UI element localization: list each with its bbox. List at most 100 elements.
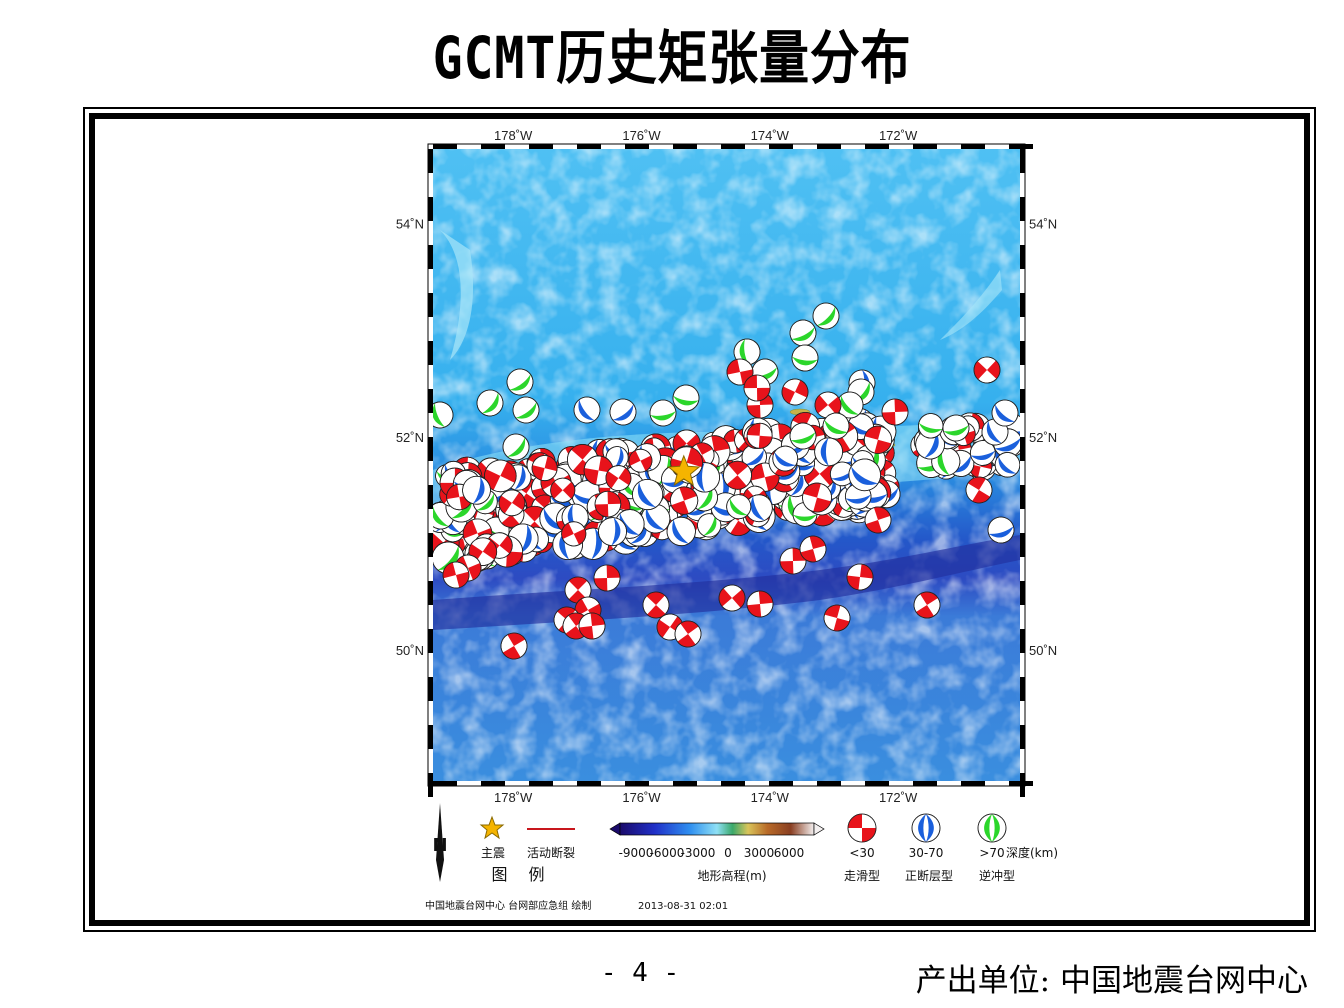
legend-depth-range-0: <30	[849, 846, 874, 860]
elevation-tick: 6000	[774, 846, 805, 860]
elevation-tick-labels: -9000-6000-3000 0 3000 6000	[619, 846, 805, 860]
lon-tick-label: 176˚W	[622, 128, 661, 143]
lon-tick-label: 178˚W	[494, 790, 533, 805]
beachball-icon	[609, 398, 637, 426]
beachball-icon	[723, 460, 752, 490]
lon-tick-label: 174˚W	[751, 790, 790, 805]
lat-tick-label: 50˚N	[396, 643, 424, 658]
elevation-colorbar	[609, 822, 825, 836]
legend-mainshock-label: 主震	[481, 846, 505, 860]
beachball-icon	[973, 356, 1001, 384]
beachball-icon	[506, 368, 534, 396]
beachball-icon	[743, 374, 771, 402]
beachball-icon	[674, 620, 702, 648]
beachball-icon	[672, 384, 700, 412]
beachball-icon	[994, 452, 1020, 478]
lat-tick-label: 54˚N	[396, 217, 424, 232]
beachball-icon	[593, 564, 621, 592]
north-arrow-icon: N	[432, 803, 448, 882]
beachball-icon	[666, 516, 696, 547]
beachball-icon	[433, 401, 454, 429]
credit-org: 中国地震台网中心 台网部应急组 绘制	[425, 899, 591, 912]
beachball-icon	[598, 517, 627, 547]
beachball-icon	[462, 475, 491, 505]
beachball-icon	[718, 584, 746, 612]
beachball-icon	[628, 448, 653, 473]
elevation-tick: -9000	[619, 846, 654, 860]
elevation-tick: 3000	[744, 846, 775, 860]
lon-tick-label: 172˚W	[879, 790, 918, 805]
page-number: - 4 -	[600, 958, 680, 988]
beachball-icon	[863, 425, 893, 454]
beachball-icon	[550, 477, 576, 503]
beachball-icon	[531, 455, 558, 482]
beachball-icon	[669, 486, 699, 515]
beachball-icon	[965, 476, 993, 504]
elevation-tick: -6000	[650, 846, 685, 860]
beachball-icon	[799, 535, 827, 563]
beachball-icon	[781, 378, 809, 406]
beachball-icon	[822, 412, 850, 440]
lon-tick-label: 172˚W	[879, 128, 918, 143]
beachball-icon	[564, 576, 592, 604]
map-frame-inner	[89, 113, 1310, 926]
beachball-icon	[823, 604, 851, 632]
beachball-icon	[632, 479, 664, 511]
legend-header: 图 例	[491, 865, 552, 884]
focal-mechanisms	[433, 302, 1020, 660]
lat-labels-right: 54˚N 52˚N 50˚N	[1029, 217, 1057, 658]
beachball-icon	[802, 482, 832, 513]
beachball-icon	[605, 465, 632, 492]
lat-tick-label: 52˚N	[396, 430, 424, 445]
mainshock-star	[667, 454, 701, 487]
beachball-icon	[789, 422, 817, 450]
beachball-icon	[779, 547, 807, 575]
beachball-icon	[442, 561, 470, 589]
beachball-icon	[987, 516, 1015, 544]
beachball-icon	[726, 494, 752, 520]
beachball-icon	[864, 506, 892, 534]
lat-tick-label: 50˚N	[1029, 643, 1057, 658]
beachball-icon	[741, 444, 767, 470]
lon-labels-top: 178˚W 176˚W 174˚W 172˚W	[494, 128, 918, 143]
beachball-icon	[594, 490, 622, 518]
svg-text:N: N	[432, 835, 447, 856]
beachball-icon	[772, 445, 799, 472]
beachball-icon	[642, 591, 670, 619]
beachball-icon	[500, 632, 528, 660]
beachball-icon	[812, 302, 840, 330]
legend-type-2: 逆冲型	[979, 868, 1015, 883]
beachball-icon	[911, 813, 941, 843]
beachball-icon	[846, 563, 874, 591]
lat-tick-label: 54˚N	[1029, 217, 1057, 232]
beachball-icon	[848, 458, 881, 492]
beachball-icon	[977, 813, 1007, 843]
beachball-icon	[942, 414, 970, 442]
slide-title: GCMT历史矩张量分布	[432, 24, 912, 92]
credit-timestamp: 2013-08-31 02:01	[638, 901, 728, 912]
beachball-icon	[649, 399, 677, 427]
beachball-icon	[578, 612, 606, 640]
lat-tick-label: 52˚N	[1029, 430, 1057, 445]
elevation-tick: 0	[724, 846, 732, 860]
elevation-tick: -3000	[681, 846, 716, 860]
beachball-icon	[918, 413, 944, 439]
beachball-icon	[789, 319, 817, 347]
beachball-icon	[969, 440, 996, 466]
beachball-icon	[498, 489, 526, 517]
legend-type-0: 走滑型	[844, 869, 880, 883]
depth-class-legend	[847, 813, 1007, 843]
beachball-icon	[697, 513, 722, 538]
beachball-icon	[726, 358, 754, 386]
lon-tick-label: 174˚W	[751, 128, 790, 143]
beachball-icon	[814, 437, 843, 467]
lon-tick-label: 178˚W	[494, 128, 533, 143]
beachball-icon	[746, 590, 774, 618]
beachball-icon	[512, 396, 540, 424]
beachball-icon	[561, 521, 587, 547]
legend-type-1: 正断层型	[905, 868, 953, 883]
beachball-icon	[881, 398, 909, 426]
relief-map	[433, 149, 1020, 781]
beachball-icon	[746, 422, 773, 449]
